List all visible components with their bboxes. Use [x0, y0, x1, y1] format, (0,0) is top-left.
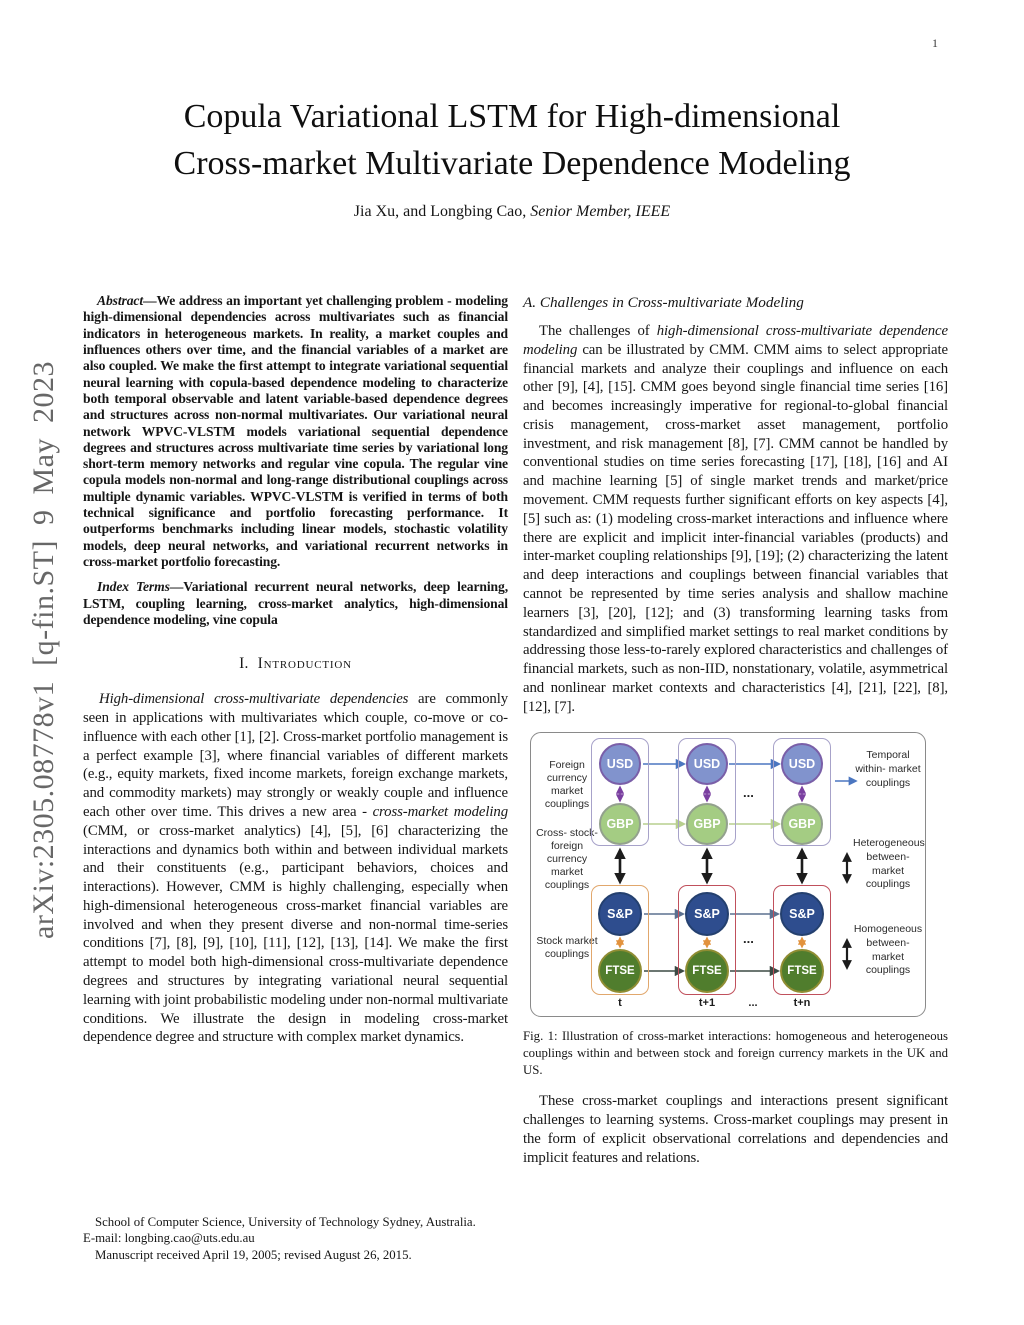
challenges-italic: high-dimensional cross-multivariate depe… — [523, 323, 948, 358]
section-title: Introduction — [257, 655, 352, 673]
intro-paragraph: High-dimensional cross-multivariate depe… — [83, 690, 508, 1047]
author-membership: Senior Member, IEEE — [530, 202, 671, 220]
gbp-node-t1: GBP — [686, 803, 728, 846]
section-heading-introduction: I. Introduction — [83, 655, 508, 673]
time-label-t: t — [618, 997, 622, 1010]
sp-ftse-coupling-arrows — [615, 936, 807, 949]
sp-node-t: S&P — [598, 892, 642, 937]
row-label-cross-stock-foreign: Cross- stock- foreign currency market co… — [536, 827, 598, 892]
footnote-block: School of Computer Science, University o… — [83, 1214, 508, 1263]
index-terms-label: Index Terms — [97, 579, 170, 595]
title-line-2: Cross-market Multivariate Dependence Mod… — [173, 144, 851, 182]
index-terms-text: —Variational recurrent neural networks, … — [83, 579, 508, 627]
abstract-paragraph: Abstract—We address an important yet cha… — [83, 293, 508, 570]
footnote-manuscript: Manuscript received April 19, 2005; revi… — [95, 1247, 412, 1262]
usd-node-tn: USD — [781, 743, 823, 786]
cross-market-diagram: Foreign currency market couplings Cross-… — [530, 732, 926, 1018]
currency-box-t1 — [678, 738, 736, 847]
intro-italic-2: cross-market modeling — [372, 803, 509, 820]
ftse-node-tn: FTSE — [780, 949, 824, 994]
stock-box-tn — [773, 885, 831, 996]
gbp-node-t: GBP — [599, 803, 641, 846]
challenges-text-1: The challenges of — [539, 323, 657, 339]
currency-box-t — [591, 738, 649, 847]
closing-paragraph: These cross-market couplings and interac… — [523, 1093, 948, 1166]
figure-caption: Fig. 1: Illustration of cross-market int… — [523, 1029, 948, 1077]
index-terms-paragraph: Index Terms—Variational recurrent neural… — [83, 579, 508, 628]
challenges-text-2: can be illustrated by CMM. CMM aims to s… — [523, 341, 948, 715]
ftse-node-t: FTSE — [598, 949, 642, 994]
arxiv-watermark: arXiv:2305.08778v1 [q-fin.ST] 9 May 2023 — [27, 361, 60, 939]
usd-gbp-coupling-arrows — [615, 785, 807, 803]
ftse-node-t1: FTSE — [685, 949, 729, 994]
gbp-node-tn: GBP — [781, 803, 823, 846]
stock-box-t — [591, 885, 649, 996]
right-column: A. Challenges in Cross-multivariate Mode… — [523, 293, 948, 1167]
paper-title: Copula Variational LSTM for High-dimensi… — [0, 94, 1024, 188]
sp-node-t1: S&P — [685, 892, 729, 937]
challenges-paragraph: The challenges of high-dimensional cross… — [523, 322, 948, 716]
sp-node-tn: S&P — [780, 892, 824, 937]
time-label-ellipsis: ... — [748, 997, 758, 1010]
ellipsis-currency-row: ... — [743, 785, 754, 801]
title-line-1: Copula Variational LSTM for High-dimensi… — [183, 98, 841, 135]
row-label-foreign-currency: Foreign currency market couplings — [544, 759, 590, 811]
paper-header: Copula Variational LSTM for High-dimensi… — [0, 94, 1024, 221]
legend-temporal-within-market: Temporal within- market couplings — [855, 749, 921, 789]
ellipsis-stock-row: ... — [743, 931, 754, 947]
legend-homogeneous-between-market: Homogeneous between- market couplings — [853, 923, 923, 977]
intro-text-1: are commonly seen in applications with m… — [83, 691, 508, 820]
currency-box-tn — [773, 738, 831, 847]
usd-node-t: USD — [599, 743, 641, 786]
footnote-email: E-mail: longbing.cao@uts.edu.au — [83, 1231, 255, 1246]
coupling-arrows-layer — [614, 759, 858, 977]
time-label-t1: t+1 — [698, 997, 716, 1010]
author-names: Jia Xu, and Longbing Cao, — [353, 202, 531, 220]
subsection-heading-challenges: A. Challenges in Cross-multivariate Mode… — [523, 294, 804, 311]
left-column: Abstract—We address an important yet cha… — [83, 293, 508, 1263]
abstract-label: Abstract — [97, 293, 144, 308]
time-label-tn: t+n — [793, 997, 811, 1010]
footnote-affiliation: School of Computer Science, University o… — [95, 1214, 476, 1229]
row-label-stock-market: Stock market couplings — [536, 935, 598, 961]
intro-text-2: (CMM, or cross-market analytics) [4], [5… — [83, 822, 508, 1046]
page-number: 1 — [932, 36, 938, 50]
intro-italic-lead: High-dimensional cross-multivariate depe… — [99, 691, 409, 708]
stock-box-t1 — [678, 885, 736, 996]
abstract-text: —We address an important yet challenging… — [83, 293, 508, 569]
legend-heterogeneous-between-market: Heterogeneous between- market couplings — [853, 837, 925, 891]
between-market-coupling-arrows — [614, 847, 808, 885]
authors-line: Jia Xu, and Longbing Cao, Senior Member,… — [0, 203, 1024, 221]
figure-1: Foreign currency market couplings Cross-… — [523, 732, 948, 1078]
section-number: I. — [239, 655, 249, 673]
usd-node-t1: USD — [686, 743, 728, 786]
